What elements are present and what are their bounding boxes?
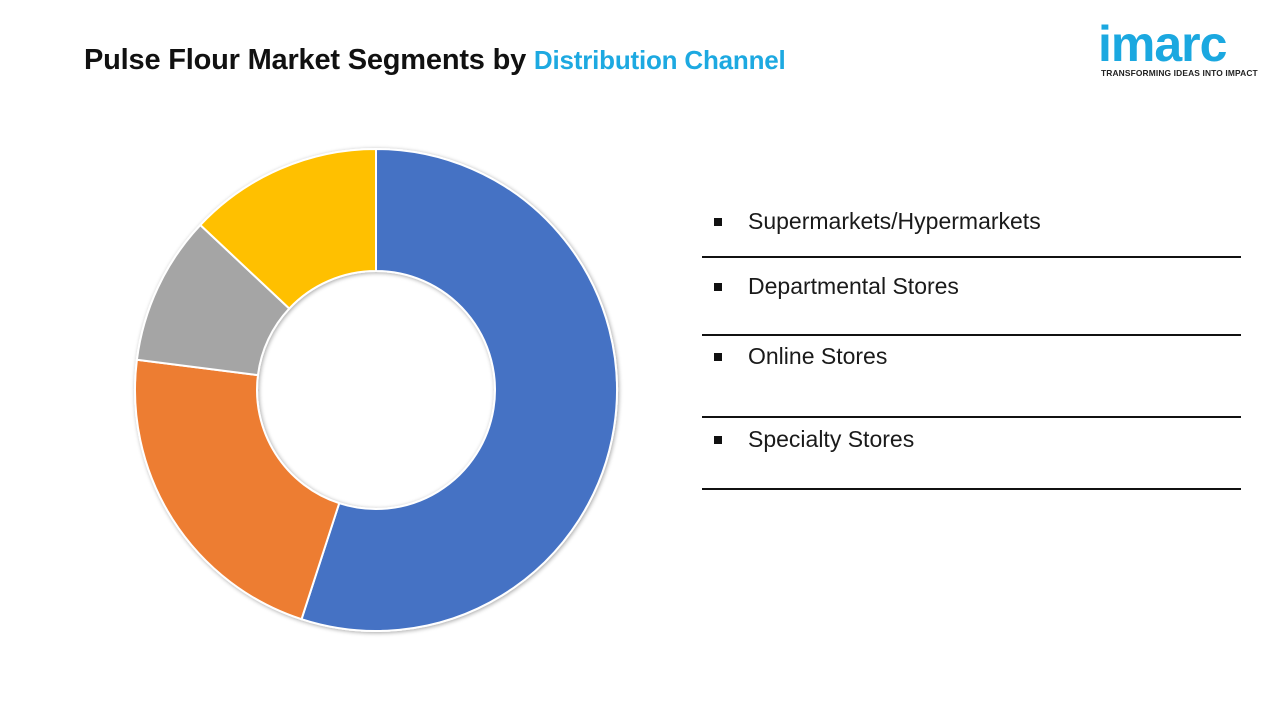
legend-bullet-icon xyxy=(714,353,722,361)
donut-segment-departmental-stores xyxy=(134,358,341,621)
legend-label: Specialty Stores xyxy=(748,426,915,452)
legend-item: Online Stores xyxy=(702,336,1241,418)
donut-segment-specialty-stores xyxy=(198,147,377,310)
logo-wordmark: imarc xyxy=(1098,16,1227,72)
logo-tagline: TRANSFORMING IDEAS INTO IMPACT xyxy=(1101,68,1258,78)
title-highlight: Distribution Channel xyxy=(533,45,786,75)
legend-bullet-icon xyxy=(714,218,722,226)
legend-item: Specialty Stores xyxy=(702,418,1241,490)
legend-label: Supermarkets/Hypermarkets xyxy=(748,208,1041,234)
donut-chart xyxy=(134,147,618,632)
legend-item: Departmental Stores xyxy=(702,258,1241,336)
imarc-logo: imarc TRANSFORMING IDEAS INTO IMPACT xyxy=(1098,14,1258,84)
chart-legend: Supermarkets/Hypermarkets Departmental St… xyxy=(702,188,1241,490)
legend-bullet-icon xyxy=(714,283,722,291)
legend-item: Supermarkets/Hypermarkets xyxy=(702,188,1241,258)
donut-segment-supermarkets-hypermarkets xyxy=(300,147,618,632)
legend-label: Departmental Stores xyxy=(748,273,959,299)
legend-bullet-icon xyxy=(714,436,722,444)
page-title: Pulse Flour Market Segments by Distribut… xyxy=(84,44,786,77)
title-main: Pulse Flour Market Segments by xyxy=(84,44,527,76)
legend-label: Online Stores xyxy=(748,343,888,369)
